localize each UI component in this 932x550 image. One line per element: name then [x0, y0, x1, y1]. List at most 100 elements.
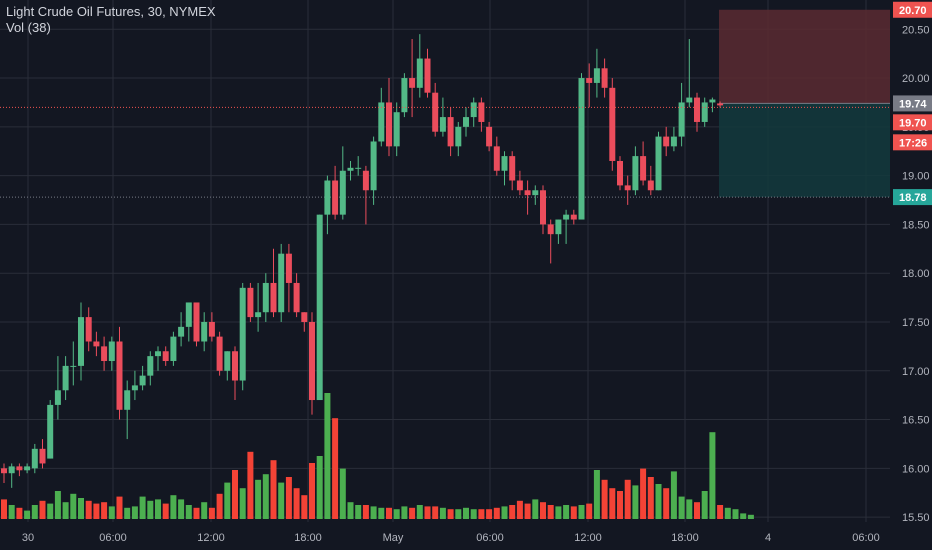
candle-body: [470, 102, 477, 118]
candle-body: [409, 78, 416, 88]
candle-body: [609, 87, 616, 161]
candle-body: [70, 365, 77, 367]
candle-body: [270, 282, 277, 313]
candle-body: [709, 99, 716, 103]
candle-body: [432, 92, 439, 132]
candle-body: [193, 302, 200, 342]
volume-bar: [401, 506, 408, 519]
candle-body: [694, 97, 700, 122]
time-tick-label: May: [383, 532, 404, 544]
volume-bar: [39, 500, 46, 519]
candle-body: [54, 390, 61, 405]
candle-body: [355, 167, 362, 169]
candle-body: [663, 136, 670, 147]
candle-body: [393, 112, 400, 147]
volume-bar: [378, 507, 385, 519]
volume-bar: [563, 505, 570, 519]
volume-bar: [424, 506, 431, 519]
candle-body: [501, 156, 508, 171]
candle-body: [339, 170, 346, 215]
volume-bar: [578, 505, 585, 519]
volume-bar: [632, 485, 639, 519]
volume-bar: [101, 502, 108, 519]
volume-bar: [155, 499, 161, 519]
take-profit-zone: [719, 103, 890, 198]
candle-body: [401, 78, 408, 113]
candle-body: [655, 136, 662, 191]
volume-bar: [447, 509, 454, 519]
volume-bar: [416, 505, 423, 519]
volume-bar: [694, 502, 700, 519]
candle-body: [170, 336, 177, 362]
candle-body: [8, 466, 15, 474]
volume-bar: [717, 505, 724, 519]
volume-bar: [47, 503, 54, 519]
candle-body: [439, 117, 446, 132]
volume-bar: [724, 507, 731, 519]
price-tick-label: 20.50: [902, 24, 930, 36]
candle-body: [39, 448, 46, 464]
price-tick-label: 18.00: [902, 268, 930, 280]
volume-bar: [8, 505, 15, 519]
price-tick-label: 17.50: [902, 317, 930, 329]
volume-bar: [486, 509, 493, 519]
svg-text:19.70: 19.70: [899, 117, 927, 129]
candle-body: [62, 365, 69, 391]
candle-body: [532, 190, 539, 196]
volume-bar: [108, 506, 115, 519]
volume-bar: [332, 418, 339, 519]
candle-body: [540, 190, 546, 225]
volume-bar: [355, 505, 362, 519]
volume-bar: [309, 463, 315, 519]
svg-text:19.74: 19.74: [899, 98, 927, 110]
chart-legend: Light Crude Oil Futures, 30, NYMEX Vol (…: [6, 4, 216, 36]
candle-body: [131, 385, 138, 391]
candle-body: [293, 282, 300, 313]
time-tick-label: 18:00: [294, 532, 322, 544]
volume-bar: [255, 479, 262, 519]
candle-body: [24, 466, 31, 471]
volume-bar: [601, 479, 608, 519]
volume-bar: [293, 488, 300, 519]
volume-bar: [640, 468, 647, 519]
volume-bar: [224, 482, 231, 519]
candle-body: [208, 321, 215, 337]
volume-bar: [93, 503, 100, 519]
candle-body: [478, 102, 485, 122]
time-tick-label: 12:00: [197, 532, 225, 544]
volume-bar: [1, 499, 7, 519]
volume-bar: [62, 502, 69, 519]
volume-bar: [193, 507, 200, 519]
candle-body: [362, 170, 369, 191]
volume-bar: [624, 479, 631, 519]
candle-body: [455, 126, 462, 147]
volume-bar: [185, 505, 192, 519]
volume-bar: [547, 505, 554, 519]
candle-body: [486, 126, 493, 147]
volume-bar: [701, 491, 708, 519]
candle-body: [178, 326, 185, 337]
candle-body: [424, 58, 431, 93]
price-tick-label: 20.00: [902, 73, 930, 85]
volume-bar: [362, 505, 369, 519]
svg-text:17:26: 17:26: [899, 137, 927, 149]
volume-bar: [586, 503, 593, 519]
candle-body: [255, 312, 262, 318]
candle-body: [239, 287, 246, 381]
candle-body: [162, 351, 169, 362]
volume-bar: [131, 506, 138, 519]
volume-bar: [439, 507, 446, 519]
candle-body: [247, 287, 254, 318]
price-tag: 19.70: [893, 114, 932, 131]
time-tick-label: 06:00: [99, 532, 127, 544]
volume-bar: [70, 493, 77, 519]
candle-body: [593, 68, 600, 83]
volume-bar: [170, 495, 177, 519]
volume-bar: [655, 484, 662, 519]
candle-body: [324, 180, 331, 215]
volume-bar: [409, 507, 416, 519]
candle-body: [285, 253, 292, 283]
volume-bar: [139, 496, 146, 519]
candle-body: [262, 282, 269, 313]
